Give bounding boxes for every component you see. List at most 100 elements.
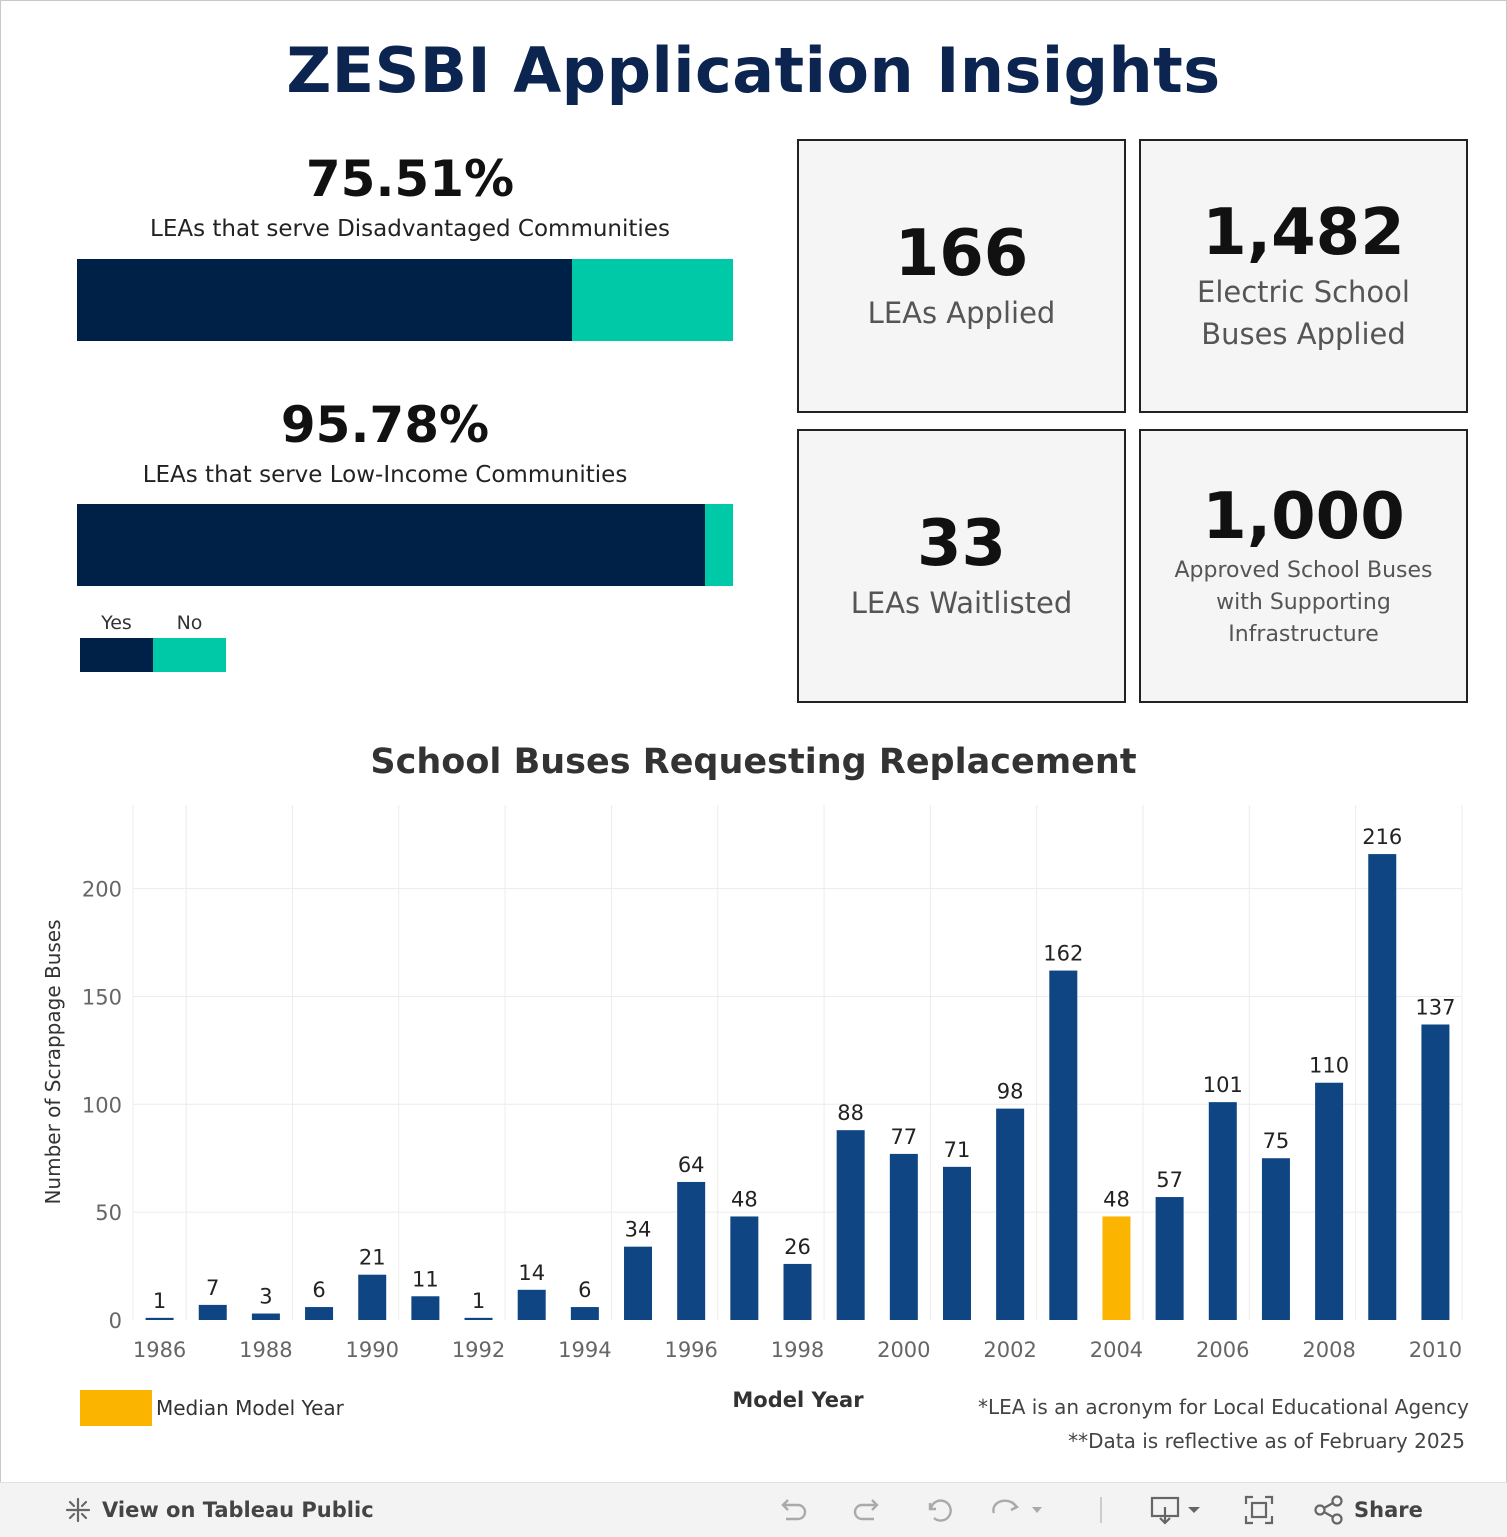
data-label-2010: 137 (1415, 995, 1455, 1019)
kpi-leas-applied: 166 LEAs Applied (797, 139, 1126, 413)
x-tick-label: 2004 (1090, 1338, 1143, 1362)
bar-2009[interactable] (1368, 854, 1397, 1320)
share-icon (1314, 1495, 1343, 1525)
bar-2005[interactable] (1155, 1197, 1184, 1320)
x-tick-label: 1994 (558, 1338, 611, 1362)
share-label: Share (1354, 1498, 1423, 1522)
data-label-1990: 21 (359, 1246, 386, 1270)
data-label-1986: 1 (153, 1289, 166, 1313)
median-legend[interactable]: Median Model Year (80, 1390, 344, 1426)
low-income-bar-yes[interactable] (77, 504, 706, 586)
data-label-2005: 57 (1156, 1168, 1183, 1192)
kpi-buses-applied: 1,482 Electric School Buses Applied (1139, 139, 1468, 413)
bar-2002[interactable] (996, 1108, 1025, 1320)
refresh-dropdown-icon (992, 1499, 1042, 1514)
x-tick-label: 1996 (664, 1338, 717, 1362)
data-label-1992: 1 (472, 1289, 485, 1313)
fullscreen-button[interactable] (1242, 1483, 1276, 1537)
bar-2007[interactable] (1261, 1158, 1290, 1320)
revert-button[interactable] (922, 1483, 956, 1537)
kpi-buses-applied-label: Electric School Buses Applied (1197, 274, 1410, 351)
x-tick-label: 2000 (877, 1338, 930, 1362)
x-axis-ticks: 1986 1988 1990 1992 1994 1996 1998 2000 2002 2004… (133, 1338, 1462, 1362)
redo-icon (853, 1499, 879, 1521)
refresh-button[interactable] (990, 1483, 1046, 1537)
revert-icon (928, 1499, 952, 1522)
data-label-2000: 77 (890, 1125, 917, 1149)
y-tick-label: 0 (109, 1309, 122, 1333)
bar-2008[interactable] (1315, 1082, 1344, 1320)
y-axis-title: Number of Scrappage Buses (41, 919, 65, 1204)
bar-1991[interactable] (411, 1296, 440, 1320)
disadvantaged-bar-yes[interactable] (77, 259, 573, 341)
x-tick-label: 1988 (239, 1338, 292, 1362)
legend-no-label: No (176, 612, 203, 634)
x-tick-label: 1998 (771, 1338, 824, 1362)
redo-button[interactable] (850, 1483, 884, 1537)
kpi-leas-waitlisted: 33 LEAs Waitlisted (797, 429, 1126, 703)
data-label-1994: 6 (578, 1278, 591, 1302)
download-button[interactable] (1148, 1483, 1208, 1537)
bar-1988[interactable] (251, 1313, 280, 1320)
bar-1989[interactable] (305, 1307, 334, 1320)
data-label-2004: 48 (1103, 1187, 1130, 1211)
footnote-lea: *LEA is an acronym for Local Educational… (977, 1395, 1469, 1419)
bar-1986[interactable] (145, 1317, 174, 1320)
kpi-leas-waitlisted-value: 33 (916, 507, 1007, 582)
legend-yes-swatch[interactable] (80, 638, 153, 672)
low-income-bar-no[interactable] (705, 504, 733, 586)
bar-1992[interactable] (464, 1317, 493, 1320)
data-label-1989: 6 (312, 1278, 325, 1302)
x-tick-label: 2008 (1302, 1338, 1355, 1362)
fullscreen-icon (1244, 1495, 1274, 1525)
bar-2010[interactable] (1421, 1024, 1450, 1320)
bar-1996[interactable] (677, 1181, 706, 1320)
share-button[interactable]: Share (1312, 1483, 1423, 1537)
legend-no-swatch[interactable] (153, 638, 226, 672)
y-axis-ticks: 0 50 100 150 200 (82, 878, 122, 1333)
bar-1990[interactable] (358, 1274, 387, 1320)
bar-2000[interactable] (889, 1153, 918, 1320)
bar-2004[interactable] (1102, 1216, 1131, 1320)
data-label-2001: 71 (944, 1138, 971, 1162)
data-label-1993: 14 (518, 1261, 545, 1285)
kpi-leas-applied-label: LEAs Applied (867, 295, 1056, 330)
bar-2003[interactable] (1049, 970, 1078, 1320)
bar-1995[interactable] (624, 1246, 653, 1320)
bar-2006[interactable] (1208, 1102, 1237, 1320)
bar-1999[interactable] (836, 1130, 865, 1320)
download-icon (1150, 1496, 1200, 1525)
tableau-toolbar: View on Tableau Public Share (0, 1482, 1507, 1537)
yes-no-legend[interactable]: Yes No (80, 612, 226, 672)
chart-grid (132, 805, 1463, 1320)
bar-2001[interactable] (942, 1166, 971, 1320)
data-label-2009: 216 (1362, 825, 1402, 849)
median-legend-swatch[interactable] (80, 1390, 152, 1426)
kpi-buses-applied-value: 1,482 (1202, 196, 1405, 271)
y-tick-label: 50 (95, 1201, 122, 1225)
data-label-1987: 7 (206, 1276, 219, 1300)
disadvantaged-bar[interactable] (77, 259, 733, 341)
data-label-2007: 75 (1263, 1129, 1290, 1153)
undo-icon (781, 1499, 807, 1521)
view-on-tableau-label: View on Tableau Public (102, 1498, 374, 1522)
bar-1993[interactable] (517, 1289, 546, 1320)
y-tick-label: 100 (82, 1093, 122, 1117)
bar-1997[interactable] (730, 1216, 759, 1320)
data-label-1995: 34 (625, 1218, 652, 1242)
view-on-tableau-link[interactable]: View on Tableau Public (62, 1483, 374, 1537)
kpi-approved-buses-label: Approved School Buses with Supporting In… (1174, 557, 1433, 647)
data-label-1997: 48 (731, 1187, 758, 1211)
kpi-approved-buses-value: 1,000 (1202, 480, 1405, 555)
low-income-label: LEAs that serve Low-Income Communities (142, 462, 628, 488)
low-income-bar[interactable] (77, 504, 733, 586)
disadvantaged-bar-no[interactable] (572, 259, 733, 341)
undo-button[interactable] (776, 1483, 810, 1537)
data-label-2003: 162 (1043, 942, 1083, 966)
kpi-approved-buses: 1,000 Approved School Buses with Support… (1139, 429, 1468, 703)
bar-1994[interactable] (570, 1307, 599, 1320)
bar-1998[interactable] (783, 1263, 812, 1320)
chart-bars[interactable] (145, 854, 1450, 1320)
bar-1987[interactable] (198, 1304, 227, 1320)
